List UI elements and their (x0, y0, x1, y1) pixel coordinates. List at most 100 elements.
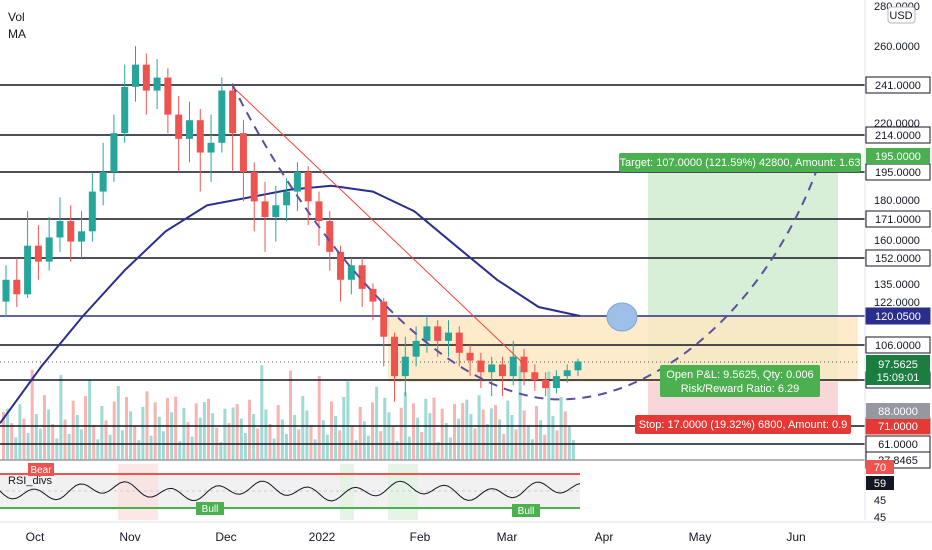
svg-text:Bear: Bear (30, 465, 52, 476)
pnl-label[interactable]: Open P&L: 9.5625, Qty: 0.006 Risk/Reward… (660, 365, 820, 397)
volume-bar (125, 397, 128, 460)
usd-button[interactable]: USD (887, 6, 916, 24)
volume-bar (535, 406, 538, 460)
volume-bar (309, 424, 313, 460)
volume-bar (272, 438, 276, 460)
volume-bar (2, 412, 5, 460)
volume-bar (555, 430, 559, 460)
volume-bar (51, 424, 55, 460)
candle-body (293, 172, 301, 192)
level-badge-text: 152.0000 (875, 253, 921, 265)
candle-body (34, 245, 42, 262)
candle-body (498, 364, 506, 377)
volume-bar (432, 397, 436, 460)
level-badge-text: 71.0000 (878, 421, 918, 433)
candle-body (185, 120, 193, 139)
candle-body (380, 301, 388, 337)
volume-bar (182, 407, 186, 460)
time-tick: Mar (497, 530, 518, 544)
volume-bar (84, 396, 87, 460)
volume-bar (268, 424, 272, 460)
rsi-label[interactable]: RSI_divs (8, 475, 53, 487)
ma-label[interactable]: MA (8, 27, 26, 41)
candle-body (24, 245, 32, 295)
volume-bar (67, 433, 71, 460)
candle-body (574, 361, 582, 371)
candle-body (552, 376, 560, 389)
volume-bar (227, 423, 231, 460)
target-ellipse[interactable] (606, 302, 638, 332)
volume-bar (559, 397, 563, 460)
volume-bar (453, 404, 456, 460)
candle-body (132, 64, 140, 87)
time-tick: May (689, 530, 712, 544)
volume-bar (502, 433, 506, 460)
level-badge-text: 241.0000 (875, 80, 921, 92)
time-tick: Oct (26, 530, 45, 544)
candle-body (239, 133, 247, 172)
price-tick: 260.0000 (874, 41, 920, 53)
stop-label[interactable]: Stop: 17.0000 (19.32%) 6800, Amount: 0.9 (635, 415, 851, 434)
pnl-text: Open P&L: 9.5625, Qty: 0.006 (666, 369, 813, 381)
volume-bar (166, 397, 169, 460)
rr-text: Risk/Reward Ratio: 6.29 (681, 383, 800, 395)
target-label[interactable]: Target: 107.0000 (121.59%) 42800, Amount… (619, 153, 861, 172)
projection-curve[interactable] (231, 83, 817, 401)
volume-bar (354, 440, 358, 460)
time-tick: Apr (595, 530, 614, 544)
vol-label[interactable]: Vol (8, 10, 25, 24)
target-price-text: 195.0000 (875, 151, 921, 163)
candle-body (326, 221, 334, 252)
volume-bar (289, 370, 292, 460)
volume-bar (371, 402, 374, 460)
rsi-pane: Bear Bull Bull RSI_divs (0, 459, 865, 520)
volume-bar (198, 417, 202, 460)
volume-bar (301, 396, 305, 460)
candle-body (99, 172, 107, 192)
volume-bar (190, 436, 194, 460)
stop-text: Stop: 17.0000 (19.32%) 6800, Amount: 0.9 (639, 419, 848, 431)
candle-body (153, 77, 161, 91)
rsi-highlight (340, 464, 354, 520)
time-tick: Jun (786, 530, 805, 544)
volume-bar (120, 430, 124, 460)
volume-bar (112, 401, 116, 460)
volume-bar (526, 424, 530, 460)
rsi-bull-badge: Bull (512, 504, 540, 517)
candle-body (412, 340, 420, 357)
rsi-highlight (118, 464, 158, 520)
price-tick: 135.0000 (874, 279, 920, 291)
volume-bar (424, 398, 428, 460)
candle-body (110, 133, 118, 172)
volume-bar (92, 424, 96, 460)
candle-body (229, 90, 237, 134)
level-badge (865, 307, 931, 325)
volume-bar (420, 432, 424, 460)
volume-bar (149, 435, 153, 460)
volume-bar (14, 437, 18, 460)
price-axis[interactable]: 280.0000260.0000220.0000180.0000160.0000… (864, 0, 931, 520)
volume-bar (469, 414, 473, 460)
volume-bar (59, 375, 63, 460)
time-axis[interactable]: Oct Nov Dec 2022 Feb Mar Apr May Jun (0, 521, 932, 544)
last-price-text: 97.5625 (878, 359, 918, 371)
rsi-axis: 70 59 45 45 (866, 460, 894, 524)
level-badge-text: 195.0000 (875, 167, 921, 179)
volume-bar (219, 442, 223, 460)
volume-bar (494, 405, 497, 460)
trend-line[interactable] (233, 87, 527, 367)
candle-body (531, 372, 539, 380)
time-tick: Dec (215, 530, 236, 544)
volume-bar (518, 366, 522, 460)
volume-bar (194, 403, 198, 460)
volume-bar (342, 397, 346, 460)
candle-body (67, 221, 75, 242)
volume-bar (252, 414, 256, 460)
volume-bar (321, 420, 325, 460)
volume-bar (170, 412, 174, 460)
volume-bars (2, 365, 575, 460)
svg-text:Bull: Bull (202, 504, 219, 515)
volume-bar (248, 399, 251, 460)
candle-body (401, 356, 409, 377)
